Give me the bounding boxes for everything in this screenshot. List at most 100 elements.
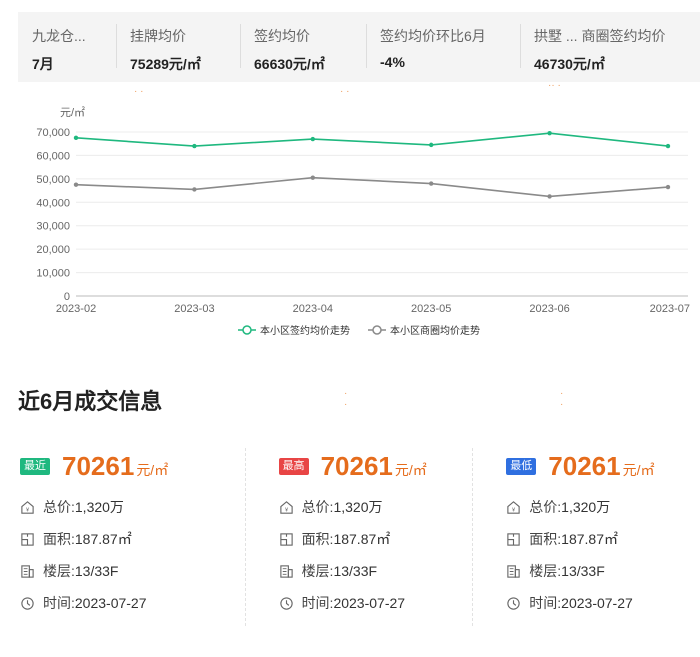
stat-listing-price: 挂牌均价 75289元/㎡ (116, 12, 240, 82)
stat-contract-price: 签约均价 66630元/㎡ (240, 12, 366, 82)
time-label: 时间: (301, 595, 334, 611)
series-point[interactable] (192, 143, 197, 149)
area-value: 187.87㎡ (561, 531, 618, 547)
y-tick-label: 50,000 (36, 174, 70, 186)
series-point[interactable] (73, 182, 79, 187)
stat-label: 签约均价 (254, 28, 310, 44)
x-tick-label: 2023-07 (650, 303, 690, 315)
time-value: 2023-07-27 (333, 595, 406, 611)
stat-label: 签约均价环比6月 (380, 28, 486, 44)
legend-marker (372, 325, 382, 335)
decorative-dots: · · (134, 86, 144, 97)
svg-text:¥: ¥ (512, 507, 516, 513)
stat-value: -4% (380, 54, 405, 70)
series-point[interactable] (547, 130, 552, 136)
area-label: 面积: (43, 531, 75, 547)
x-tick-label: 2023-04 (293, 303, 333, 315)
transaction-card-highest[interactable]: 最高 70261 元/㎡ ¥ 总价: 1,320万 面积: 187.87㎡ 楼层: 13… (244, 448, 473, 638)
stats-bar: 九龙仓... 7月 挂牌均价 75289元/㎡ 签约均价 66630元/㎡ 签约… (18, 12, 700, 82)
series-point[interactable] (665, 184, 671, 190)
time-label: 时间: (43, 595, 75, 611)
price-unit: 元/㎡ (136, 462, 169, 478)
x-tick-label: 2023-02 (56, 303, 96, 315)
series-point[interactable] (192, 187, 197, 192)
clock-icon (21, 596, 34, 610)
stat-label: 拱墅 ... 商圈签约均价 (534, 28, 666, 44)
total-label: 总价: (529, 499, 562, 515)
floor-value: 13/33F (561, 563, 605, 579)
y-tick-label: 40,000 (36, 197, 70, 209)
stat-value: 7月 (32, 56, 54, 72)
transaction-card-lowest[interactable]: 最低 70261 元/㎡ ¥ 总价: 1,320万 面积: 187.87㎡ 楼层: 13… (472, 448, 700, 638)
price-tag-icon: ¥ (507, 500, 520, 514)
decorative-dots: · · (340, 86, 350, 97)
total-price: 1,320万 (561, 499, 611, 515)
y-axis-unit: 元/㎡ (60, 106, 85, 119)
legend-label[interactable]: 本小区商圈均价走势 (390, 324, 480, 337)
series-point[interactable] (665, 143, 671, 149)
building-icon (507, 564, 520, 578)
floor-label: 楼层: (301, 563, 334, 579)
badge-highest: 最高 (278, 457, 309, 475)
y-tick-label: 60,000 (36, 150, 70, 162)
section-title: 近6月成交信息 (18, 389, 163, 414)
area-value: 187.87㎡ (333, 531, 391, 547)
area-value: 187.87㎡ (74, 531, 132, 547)
building-icon (279, 564, 293, 578)
price-unit: 元/㎡ (622, 462, 655, 478)
series-point[interactable] (547, 194, 552, 199)
total-price: 1,320万 (74, 499, 124, 515)
legend-label[interactable]: 本小区签约均价走势 (260, 324, 350, 337)
stat-value: 75289元/㎡ (130, 56, 201, 72)
floor-label: 楼层: (43, 563, 75, 579)
y-tick-label: 20,000 (36, 244, 70, 256)
x-tick-label: 2023-03 (174, 303, 214, 315)
x-tick-label: 2023-05 (411, 303, 451, 315)
stat-label: 九龙仓... (32, 28, 86, 44)
building-icon (21, 564, 34, 578)
decorative-dots: · · (560, 388, 564, 410)
series-point[interactable] (73, 135, 79, 141)
transaction-card-latest[interactable]: 最近 70261 元/㎡ ¥ 总价: 1,320万 面积: 187.87㎡ 楼层: 13… (18, 448, 245, 638)
time-value: 2023-07-27 (74, 595, 147, 611)
total-label: 总价: (43, 499, 75, 515)
y-tick-label: 70,000 (36, 127, 70, 139)
series-point[interactable] (310, 175, 315, 180)
stat-value: 66630元/㎡ (254, 56, 325, 72)
floor-value: 13/33F (74, 563, 119, 579)
y-tick-label: 0 (64, 291, 70, 303)
svg-text:¥: ¥ (285, 507, 289, 513)
series-line-2 (75, 176, 669, 198)
stat-community[interactable]: 九龙仓... 7月 (18, 12, 116, 82)
series-line-1 (75, 132, 669, 147)
stat-label: 挂牌均价 (130, 28, 186, 44)
price-tag-icon: ¥ (279, 500, 293, 514)
clock-icon (507, 596, 520, 610)
total-label: 总价: (301, 499, 334, 515)
unit-price: 70261 (320, 450, 393, 481)
series-point[interactable] (429, 181, 434, 186)
decorative-dots: · · (344, 388, 348, 410)
transaction-cards: 最近 70261 元/㎡ ¥ 总价: 1,320万 面积: 187.87㎡ 楼层: 13… (18, 448, 700, 638)
price-unit: 元/㎡ (394, 462, 427, 478)
clock-icon (279, 596, 293, 610)
floorplan-icon (279, 532, 293, 546)
y-tick-label: 10,000 (36, 268, 70, 280)
decorative-dots: ·· · (548, 80, 561, 91)
stat-value: 46730元/㎡ (534, 56, 605, 72)
time-value: 2023-07-27 (561, 595, 633, 611)
unit-price: 70261 (62, 450, 135, 481)
svg-text:¥: ¥ (26, 507, 30, 513)
floor-label: 楼层: (529, 563, 562, 579)
price-trend-chart: 元/㎡ 0 10,000 20,000 30,000 40,000 50,000 60,00… (36, 106, 690, 337)
series-point[interactable] (310, 136, 315, 142)
floorplan-icon (21, 532, 34, 546)
unit-price: 70261 (548, 450, 621, 481)
area-label: 面积: (301, 531, 334, 547)
x-tick-label: 2023-06 (529, 303, 569, 315)
floorplan-icon (507, 532, 520, 546)
time-label: 时间: (529, 595, 562, 611)
stat-district-price[interactable]: 拱墅 ... 商圈签约均价 46730元/㎡ (520, 12, 700, 82)
badge-latest: 最近 (20, 457, 50, 475)
series-point[interactable] (429, 142, 434, 148)
